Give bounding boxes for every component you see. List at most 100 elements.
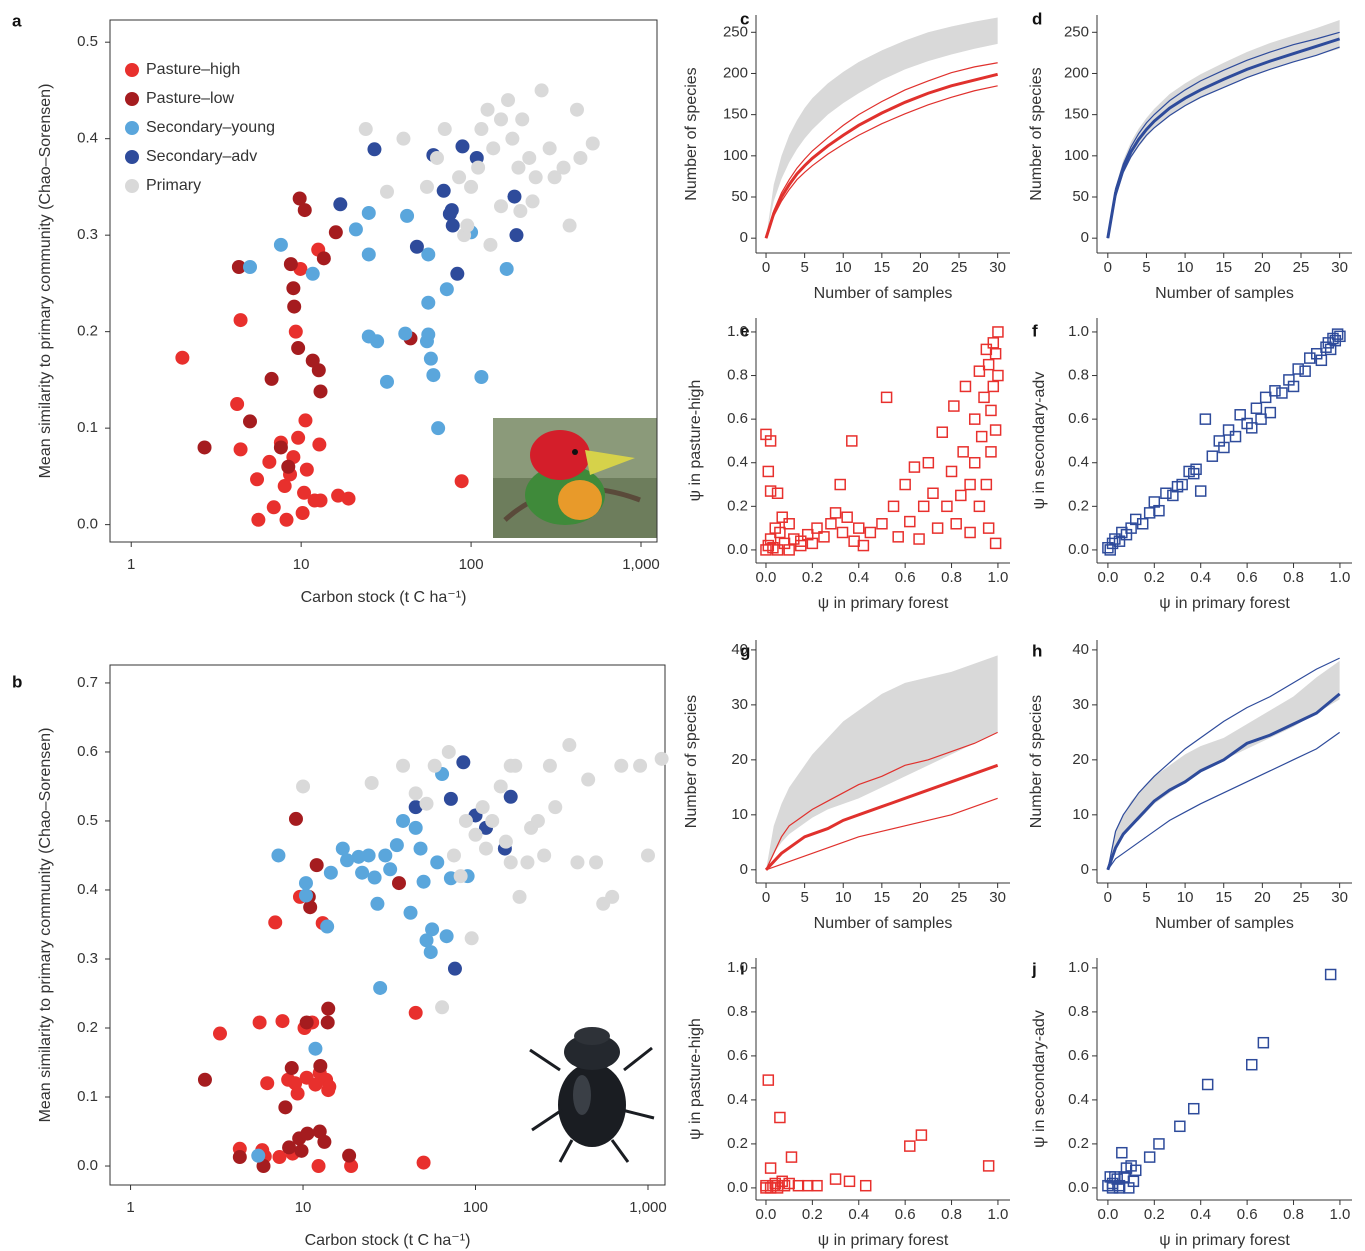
point (764, 435, 777, 447)
panel: b 1 10 100 1,000 0.0 0.1 0.2 0.3 0.4 0.5 0.6 0.7 Carb… (12, 664, 669, 1249)
point (525, 194, 540, 209)
y-tick-label: 0.0 (1068, 541, 1089, 558)
point (957, 446, 969, 458)
point (948, 400, 960, 412)
point (408, 820, 423, 835)
point (992, 369, 1004, 382)
point (1116, 1146, 1128, 1159)
x-tick-label: 25 (951, 259, 968, 276)
point (300, 1126, 315, 1141)
panel: c 0 5 10 15 20 25 30 0 50 100 150 200 250 Number of sa… (683, 9, 1010, 302)
point (299, 462, 314, 477)
point (640, 848, 655, 863)
point (233, 442, 248, 457)
point (859, 1179, 872, 1192)
point (316, 251, 331, 266)
point (243, 414, 258, 429)
point (1246, 1058, 1258, 1071)
point (468, 827, 483, 842)
point (262, 454, 277, 469)
x-axis-label: Number of samples (814, 285, 953, 302)
point (846, 435, 858, 447)
point (212, 1026, 227, 1041)
point (320, 919, 335, 934)
point (818, 531, 830, 543)
y-tick-label: 1.0 (1068, 323, 1089, 340)
y-tick-label: 0.4 (1068, 454, 1089, 471)
x-tick-label: 0.2 (1144, 1206, 1165, 1223)
point (480, 102, 495, 117)
point (409, 239, 424, 254)
point (361, 848, 376, 863)
y-axis-label: Number of species (683, 695, 700, 828)
point (581, 772, 596, 787)
point (530, 813, 545, 828)
y-tick-label: 0.2 (727, 1135, 748, 1152)
y-axis-label: ψ in pasture-high (687, 380, 704, 502)
y-tick-label: 0 (740, 861, 748, 878)
point (1276, 387, 1288, 399)
point (464, 931, 479, 946)
point (297, 485, 312, 500)
plot-frame (109, 19, 658, 543)
y-tick-label: 0.4 (77, 881, 98, 898)
point (445, 218, 460, 233)
point (1153, 1138, 1165, 1150)
point (419, 179, 434, 194)
x-tick-label: 1 (127, 556, 135, 573)
point (243, 260, 258, 275)
plot-frame (109, 664, 666, 1186)
point (507, 189, 522, 204)
point (950, 518, 962, 530)
y-tick-label: 1.0 (727, 323, 748, 340)
point (1199, 413, 1212, 425)
legend-label: Primary (146, 177, 201, 194)
x-tick-label: 25 (1293, 889, 1310, 906)
point (1190, 463, 1202, 476)
point (985, 404, 997, 417)
point (486, 141, 501, 156)
point (391, 876, 406, 891)
point (439, 282, 454, 297)
point (283, 257, 298, 272)
x-tick-label: 100 (463, 1199, 488, 1216)
point (370, 334, 385, 349)
point (456, 755, 471, 770)
point (450, 266, 465, 281)
point (266, 500, 281, 515)
y-tick-label: 20 (731, 751, 748, 768)
y-tick-label: 40 (1072, 641, 1089, 658)
point (776, 511, 788, 523)
point (317, 1134, 332, 1149)
point (232, 1150, 247, 1165)
point (569, 102, 584, 117)
point (453, 869, 468, 884)
point (864, 526, 877, 539)
y-tick-label: 0.4 (77, 130, 98, 147)
point (303, 900, 318, 915)
x-tick-label: 10 (293, 556, 310, 573)
point (355, 865, 370, 880)
point (400, 208, 415, 223)
point (342, 1148, 357, 1163)
y-tick-label: 0.2 (1068, 497, 1089, 514)
y-tick-label: 0.0 (77, 516, 98, 533)
point (231, 260, 246, 275)
x-tick-label: 0 (1104, 889, 1112, 906)
legend-label: Pasture–low (146, 90, 234, 107)
point (848, 535, 860, 547)
point (311, 363, 326, 378)
point (834, 478, 846, 491)
point (980, 343, 993, 356)
point (309, 858, 324, 873)
point (290, 1086, 305, 1101)
x-axis-label: Number of samples (814, 915, 953, 932)
panel-letter: h (1032, 641, 1042, 660)
point (887, 500, 900, 513)
point (298, 413, 313, 428)
x-tick-label: 0.4 (1190, 569, 1211, 586)
point (764, 1162, 777, 1174)
point (913, 533, 925, 545)
point (1229, 430, 1242, 443)
